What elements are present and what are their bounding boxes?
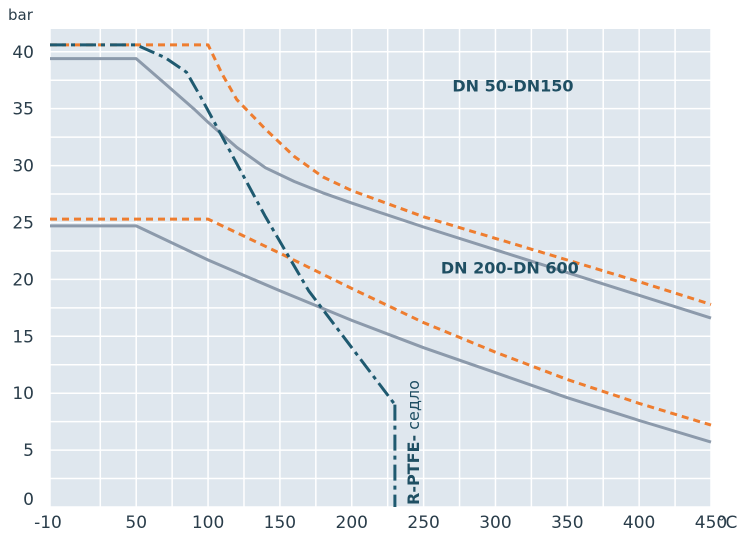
y-tick-label: 10 bbox=[12, 384, 34, 404]
seat-label: R-PTFE- седло bbox=[404, 380, 423, 505]
x-tick-label: 350 bbox=[551, 513, 583, 533]
annotation-dn200-dn600: DN 200-DN 600 bbox=[441, 259, 579, 278]
y-tick-label: 40 bbox=[12, 43, 34, 63]
y-axis-unit: bar bbox=[8, 6, 34, 24]
y-tick-label: 35 bbox=[12, 100, 34, 120]
x-tick-label: 100 bbox=[192, 513, 224, 533]
annotation-dn50-dn150: DN 50-DN150 bbox=[452, 77, 573, 96]
y-tick-label: 30 bbox=[12, 157, 34, 177]
x-tick-label: 150 bbox=[264, 513, 296, 533]
y-tick-labels: 0 5 10 15 20 25 30 35 40 bbox=[12, 43, 34, 510]
seat-label-bold: R-PTFE- bbox=[404, 435, 423, 505]
y-tick-label: 25 bbox=[12, 213, 34, 233]
x-tick-labels: -10 50 100 150 200 250 300 350 400 450 bbox=[34, 513, 727, 533]
x-tick-label: 50 bbox=[125, 513, 147, 533]
x-tick-label: 200 bbox=[336, 513, 368, 533]
x-tick-label: 400 bbox=[623, 513, 655, 533]
y-tick-label: 20 bbox=[12, 270, 34, 290]
x-tick-label: -10 bbox=[34, 513, 62, 533]
y-tick-label: 0 bbox=[23, 490, 34, 510]
plot-background bbox=[50, 29, 711, 507]
x-tick-label: 300 bbox=[479, 513, 511, 533]
x-axis-unit: °C bbox=[717, 513, 737, 533]
x-tick-label: 250 bbox=[407, 513, 439, 533]
y-tick-label: 5 bbox=[23, 441, 34, 461]
y-tick-label: 15 bbox=[12, 327, 34, 347]
seat-label-normal: седло bbox=[404, 380, 423, 435]
